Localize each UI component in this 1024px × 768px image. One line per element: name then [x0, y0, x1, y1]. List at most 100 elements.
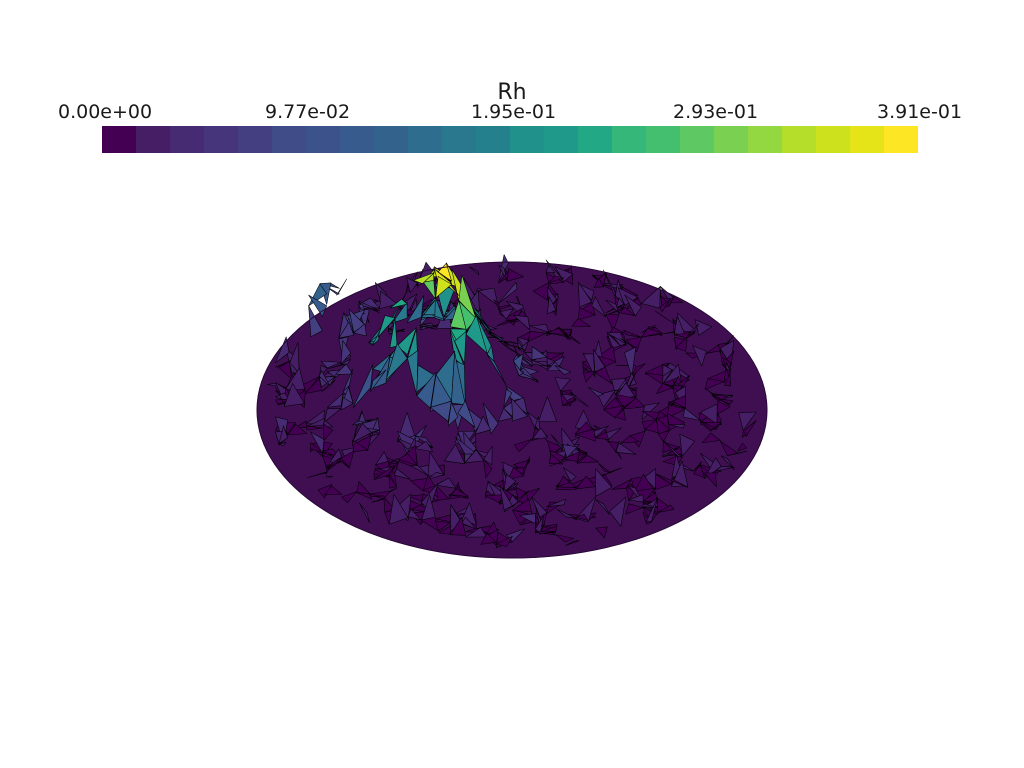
mesh-triangle — [308, 305, 323, 338]
mesh-triangle — [483, 458, 493, 479]
colorbar-tick-label-3: 2.93e-01 — [673, 101, 759, 123]
mesh-triangle — [595, 499, 610, 515]
mesh-triangle — [704, 472, 717, 488]
mesh-triangle — [606, 332, 621, 349]
mesh-triangle — [615, 442, 637, 455]
mesh-triangle — [340, 358, 351, 366]
mesh-triangle — [706, 344, 721, 354]
mesh-triangle — [562, 400, 577, 406]
mesh-triangle — [503, 482, 519, 493]
mesh-triangle — [415, 435, 433, 448]
mesh-triangle — [575, 513, 589, 521]
mesh-triangle — [603, 405, 624, 419]
mesh-triangle — [414, 440, 433, 452]
mesh-triangle — [451, 352, 466, 406]
mesh-triangle — [631, 363, 646, 378]
mesh-triangle — [657, 504, 675, 513]
mesh-triangle — [413, 272, 435, 284]
mesh-triangle — [700, 420, 718, 430]
mesh-triangle — [319, 370, 331, 387]
colorbar-band — [374, 126, 408, 153]
mesh-triangle — [427, 472, 445, 480]
mesh-triangle — [554, 377, 571, 392]
mesh-triangle — [352, 409, 363, 446]
mesh-triangle — [278, 361, 293, 380]
colorbar-title: Rh — [497, 80, 527, 105]
mesh-triangle — [605, 299, 620, 314]
mesh-triangle — [615, 394, 637, 408]
mesh-triangle — [686, 323, 700, 337]
mesh-triangle — [643, 492, 658, 503]
mesh-triangle — [377, 315, 396, 338]
mesh-triangle — [549, 460, 568, 467]
colorbar-band — [612, 126, 646, 153]
mesh-triangle — [574, 428, 596, 442]
mesh-triangle — [340, 397, 354, 411]
mesh-triangle — [340, 340, 351, 365]
mesh-triangle — [593, 277, 604, 288]
mesh-triangle — [615, 450, 622, 460]
mesh-triangle — [448, 494, 469, 499]
mesh-triangle — [546, 296, 557, 315]
mesh-triangle — [487, 329, 509, 347]
mesh-triangle — [310, 442, 323, 454]
mesh-triangle — [359, 502, 370, 523]
mesh-triangle — [326, 448, 342, 467]
mesh-triangle — [567, 335, 581, 345]
mesh-triangle — [352, 439, 368, 453]
mesh-triangle — [738, 411, 757, 431]
mesh-triangle — [531, 359, 548, 367]
colorbar-band — [476, 126, 510, 153]
mesh-triangle — [379, 290, 398, 309]
mesh-rim — [256, 261, 768, 559]
mesh-triangle — [593, 348, 606, 373]
mesh-triangle — [306, 418, 325, 427]
colorbar-band — [170, 126, 204, 153]
mesh-triangle — [671, 478, 689, 488]
mesh-triangle — [449, 516, 466, 536]
mesh-triangle — [423, 299, 436, 316]
colorbar-band — [816, 126, 850, 153]
mesh-triangle — [503, 401, 513, 417]
mesh-triangle — [325, 475, 333, 478]
mesh-triangle — [486, 354, 507, 386]
colorbar-band — [748, 126, 782, 153]
mesh-triangle — [465, 526, 488, 538]
mesh-triangle — [578, 307, 596, 321]
mesh-triangle — [711, 393, 734, 398]
mesh-triangle — [555, 482, 577, 489]
mesh-triangle — [737, 442, 747, 452]
mesh-triangle — [435, 477, 457, 489]
mesh-triangle — [305, 378, 322, 394]
colorbar-band — [714, 126, 748, 153]
mesh-triangle — [474, 415, 492, 435]
mesh-triangle — [683, 407, 701, 421]
colorbar-tick-label-4: 3.91e-01 — [877, 101, 963, 123]
mesh-triangle — [447, 401, 459, 427]
mesh-triangle — [606, 427, 622, 440]
mesh-triangle — [487, 333, 501, 341]
colorbar-band — [442, 126, 476, 153]
mesh-triangle — [659, 299, 671, 313]
mesh-triangle — [275, 336, 290, 364]
mesh-triangle — [503, 388, 512, 408]
mesh-triangle — [416, 371, 437, 409]
mesh-triangle — [545, 265, 556, 273]
mesh-triangle — [578, 282, 592, 308]
mesh-triangle — [410, 465, 429, 476]
mesh-triangle — [320, 360, 342, 369]
mesh-triangle — [383, 496, 395, 513]
mesh-triangle — [724, 373, 731, 387]
mesh-triangle — [562, 467, 577, 482]
mesh-triangle — [625, 372, 637, 387]
colorbar-band — [646, 126, 680, 153]
colorbar-band — [510, 126, 544, 153]
mesh-triangle — [461, 517, 477, 530]
mesh-triangle — [341, 491, 358, 504]
mesh-triangle — [389, 494, 409, 525]
mesh-triangle — [444, 444, 466, 465]
mesh-triangle — [499, 308, 514, 320]
mesh-triangle — [609, 496, 627, 527]
